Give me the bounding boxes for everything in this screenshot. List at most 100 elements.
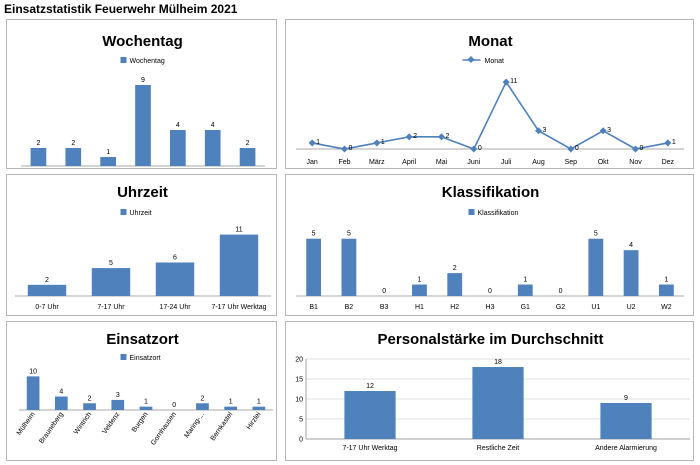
legend-label: Uhrzeit <box>130 210 152 217</box>
bar <box>623 250 639 296</box>
x-tick-label: Hirzlei <box>246 411 263 431</box>
data-label: 4 <box>176 122 180 129</box>
x-tick-label: Wintrich <box>73 411 93 436</box>
chart-panel-uhrzeit: Uhrzeit Uhrzeit 2 0-7 Uhr 5 7-17 Uhr 6 17-24 Uh… <box>6 174 277 316</box>
legend-label: Klassifikation <box>478 210 519 217</box>
bar <box>65 148 82 166</box>
data-label: 4 <box>59 389 63 396</box>
x-tick-label: 0-7 Uhr <box>35 304 59 311</box>
x-tick-label: Okt <box>598 159 609 166</box>
legend: Klassifikation <box>468 209 519 217</box>
x-tick-label: B1 <box>309 304 318 311</box>
bar <box>196 403 209 410</box>
data-label: 18 <box>494 359 502 366</box>
data-point <box>664 139 672 147</box>
x-tick-label: Aug <box>532 159 545 166</box>
data-point <box>599 127 607 135</box>
data-label: 1 <box>106 149 110 156</box>
data-label: 2 <box>413 133 417 140</box>
data-label: 1 <box>664 277 668 284</box>
data-point <box>534 127 543 135</box>
data-label: 5 <box>594 231 598 238</box>
data-label: 9 <box>141 77 145 84</box>
bar <box>658 284 674 296</box>
x-tick-label: H2 <box>450 304 459 311</box>
x-tick-label: Juni <box>467 159 480 166</box>
legend-label: Monat <box>485 58 505 65</box>
bar <box>447 273 463 296</box>
page-title: Einsatzstatistik Feuerwehr Mülheim 2021 <box>4 2 238 16</box>
legend: Wochentag <box>120 57 165 65</box>
x-tick-label: Feb <box>338 159 350 166</box>
y-tick-label: 15 <box>295 377 303 384</box>
bar <box>219 234 259 296</box>
legend-marker <box>467 55 475 64</box>
chart-klassifikation: Klassifikation Klassifikation 5 B1 5 B2 0 B3 1 H1… <box>296 184 684 311</box>
x-tick-label: Restliche Zeit <box>477 445 519 452</box>
data-label: 1 <box>316 139 320 146</box>
legend: Einsatzort <box>120 354 161 362</box>
chart-title: Klassifikation <box>442 184 540 201</box>
x-tick-label: Burgen <box>131 411 150 434</box>
data-label: 0 <box>640 145 644 152</box>
x-tick-label: März <box>369 159 385 166</box>
data-label: 0 <box>349 145 353 152</box>
y-tick-label: 20 <box>295 357 303 364</box>
data-label: 3 <box>543 127 547 134</box>
x-tick-label: 17-24 Uhr <box>159 304 191 311</box>
data-label: 11 <box>235 227 242 234</box>
x-tick-label: G2 <box>556 304 565 311</box>
data-point <box>470 145 478 153</box>
data-point <box>631 145 640 153</box>
bar <box>600 403 652 439</box>
bar <box>412 284 427 296</box>
data-point <box>437 133 446 141</box>
data-label: 2 <box>71 140 75 147</box>
data-label: 1 <box>257 399 261 406</box>
bar <box>306 238 322 296</box>
chart-wochentag: WochentagWochentag2Mo.2Di.1Mi.9Do.4Fr.4S… <box>21 33 265 167</box>
x-tick-label: Veldenz <box>101 411 121 436</box>
legend-swatch <box>120 209 127 215</box>
bar <box>588 238 604 296</box>
chart-title: Einsatzort <box>106 331 179 348</box>
data-label: 2 <box>200 395 204 402</box>
x-tick-label: Gornhausen <box>150 411 178 447</box>
chart-title: Uhrzeit <box>117 184 168 201</box>
x-tick-label: Juli <box>501 159 512 166</box>
data-label: 0 <box>478 145 482 152</box>
bar <box>239 148 256 166</box>
bar <box>341 238 357 296</box>
chart-personalstaerke: Personalstärke im Durchschnitt 0 5 10 15 20 12… <box>295 331 690 452</box>
y-tick-label: 0 <box>299 437 303 444</box>
data-label: 4 <box>629 242 633 249</box>
x-tick-label: April <box>402 159 416 166</box>
x-tick-label: B2 <box>345 304 354 311</box>
data-label: 2 <box>36 140 40 147</box>
data-label: 11 <box>510 78 517 85</box>
x-tick-label: U1 <box>591 304 600 311</box>
data-label: 0 <box>382 288 386 295</box>
data-label: 3 <box>607 127 611 134</box>
legend-swatch <box>120 57 127 63</box>
x-tick-label: 7-17 Uhr Werktag <box>342 445 397 452</box>
bar <box>472 367 524 439</box>
bar <box>517 284 533 296</box>
bar <box>26 376 40 410</box>
bar <box>100 157 116 166</box>
data-label: 2 <box>246 140 250 147</box>
legend: Monat <box>462 55 505 65</box>
y-tick-label: 10 <box>295 397 303 404</box>
data-label: 1 <box>672 139 676 146</box>
x-tick-label: Andere Alarmierung <box>595 445 657 452</box>
data-point <box>340 145 349 153</box>
x-tick-label: H3 <box>486 304 495 311</box>
chart-panel-klassifikation: Klassifikation Klassifikation 5 B1 5 B2 0 B3 1 H1… <box>285 174 694 316</box>
bar <box>155 262 195 296</box>
data-label: 5 <box>347 231 351 238</box>
bar <box>170 130 186 166</box>
chart-panel-monat: Monat Monat 1 Jan 0 Feb 1 März 2 April 2 Mai 0 Juni 11… <box>285 19 694 169</box>
x-tick-label: U2 <box>627 304 636 311</box>
x-tick-label: H1 <box>415 304 424 311</box>
bar <box>139 406 153 410</box>
